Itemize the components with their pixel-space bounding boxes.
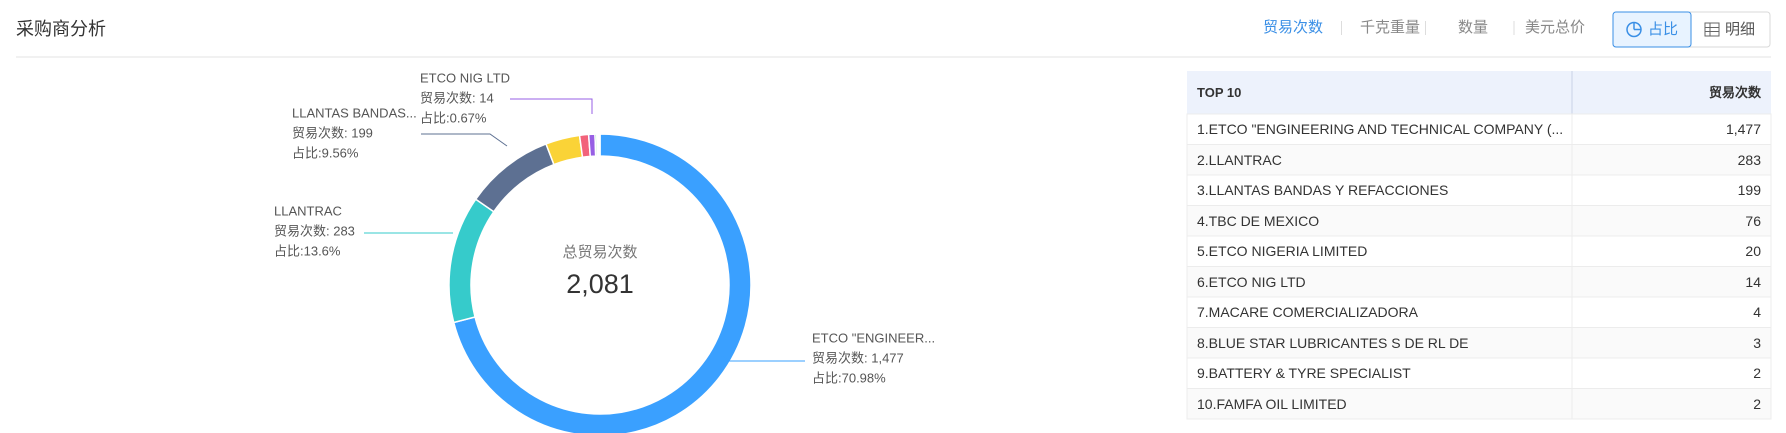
callout-metric: 贸易次数: 14 [420,90,494,105]
callout-name: LLANTAS BANDAS... [292,105,417,120]
table-row [1186,357,1772,389]
callout-share: 占比:13.6% [274,243,341,258]
table-row [1186,266,1772,298]
row-name: 8.BLUE STAR LUBRICANTES S DE RL DE [1197,334,1469,351]
row-name: 1.ETCO "ENGINEERING AND TECHNICAL COMPAN… [1197,121,1564,137]
callout-line [421,133,508,147]
table-row [1186,205,1772,237]
donut-segment [452,133,752,433]
table-row [1186,144,1772,176]
table-header-bg [1187,71,1771,114]
row-name: 10.FAMFA OIL LIMITED [1197,395,1347,412]
donut-segment [474,143,555,213]
row-name: 6.ETCO NIG LTD [1197,273,1306,290]
toggle-table[interactable]: 明细 [1725,21,1755,38]
row-value: 76 [1745,212,1761,229]
tab[interactable]: 美元总价 [1525,19,1585,36]
pie-icon [1633,22,1641,31]
row-name: 4.TBC DE MEXICO [1197,212,1320,229]
callout-share: 占比:70.98% [812,370,886,385]
row-value: 4 [1753,304,1761,320]
callout-metric: 贸易次数: 1,477 [812,350,904,365]
callout-metric: 贸易次数: 199 [292,125,373,140]
table-icon [1704,22,1720,37]
donut-segment [448,198,495,324]
tab[interactable]: 数量 [1458,19,1488,36]
table-row [1186,327,1772,359]
row-name: 7.MACARE COMERCIALIZADORA [1197,304,1418,320]
donut-segment [598,133,601,157]
row-name: 5.ETCO NIGERIA LIMITED [1197,243,1368,259]
callout-share: 占比:0.67% [420,110,487,125]
center-value: 2,081 [566,269,634,299]
toggle-active[interactable] [1612,11,1692,48]
tab[interactable]: 贸易次数 [1263,19,1323,36]
center-label: 总贸易次数 [562,244,637,261]
row-value: 1,477 [1725,121,1761,137]
row-name: 3.LLANTAS BANDAS Y REFACCIONES [1197,182,1449,198]
row-value: 283 [1737,151,1761,168]
callout-line [510,98,593,114]
row-value: 20 [1745,243,1761,259]
row-value: 14 [1745,273,1761,290]
table-row [1186,296,1772,328]
row-value: 2 [1753,395,1761,412]
table-row [1186,174,1772,206]
callout-metric: 贸易次数: 283 [274,223,355,238]
callout-share: 占比:9.56% [292,145,359,160]
row-value: 199 [1737,182,1761,198]
tab[interactable]: 千克重量 [1360,19,1420,36]
row-name: 9.BATTERY & TYRE SPECIALIST [1197,365,1411,381]
table-icon [1705,23,1719,36]
callout-name: ETCO NIG LTD [420,70,510,85]
row-name: 2.LLANTRAC [1197,151,1282,168]
donut-segment [545,134,584,166]
section-title: 采购商分析 [16,19,106,39]
callout-name: LLANTRAC [274,203,342,218]
callout-name: ETCO "ENGINEER... [812,330,935,345]
toggle-pie[interactable]: 占比 [1648,21,1678,38]
row-value: 3 [1753,334,1761,351]
table-row [1186,235,1772,267]
row-value: 2 [1753,365,1761,381]
table-header: 贸易次数 [1708,85,1761,100]
table-row [1186,388,1772,420]
callout-line [719,354,805,362]
table-row [1186,113,1772,145]
table-header: TOP 10 [1197,85,1242,100]
